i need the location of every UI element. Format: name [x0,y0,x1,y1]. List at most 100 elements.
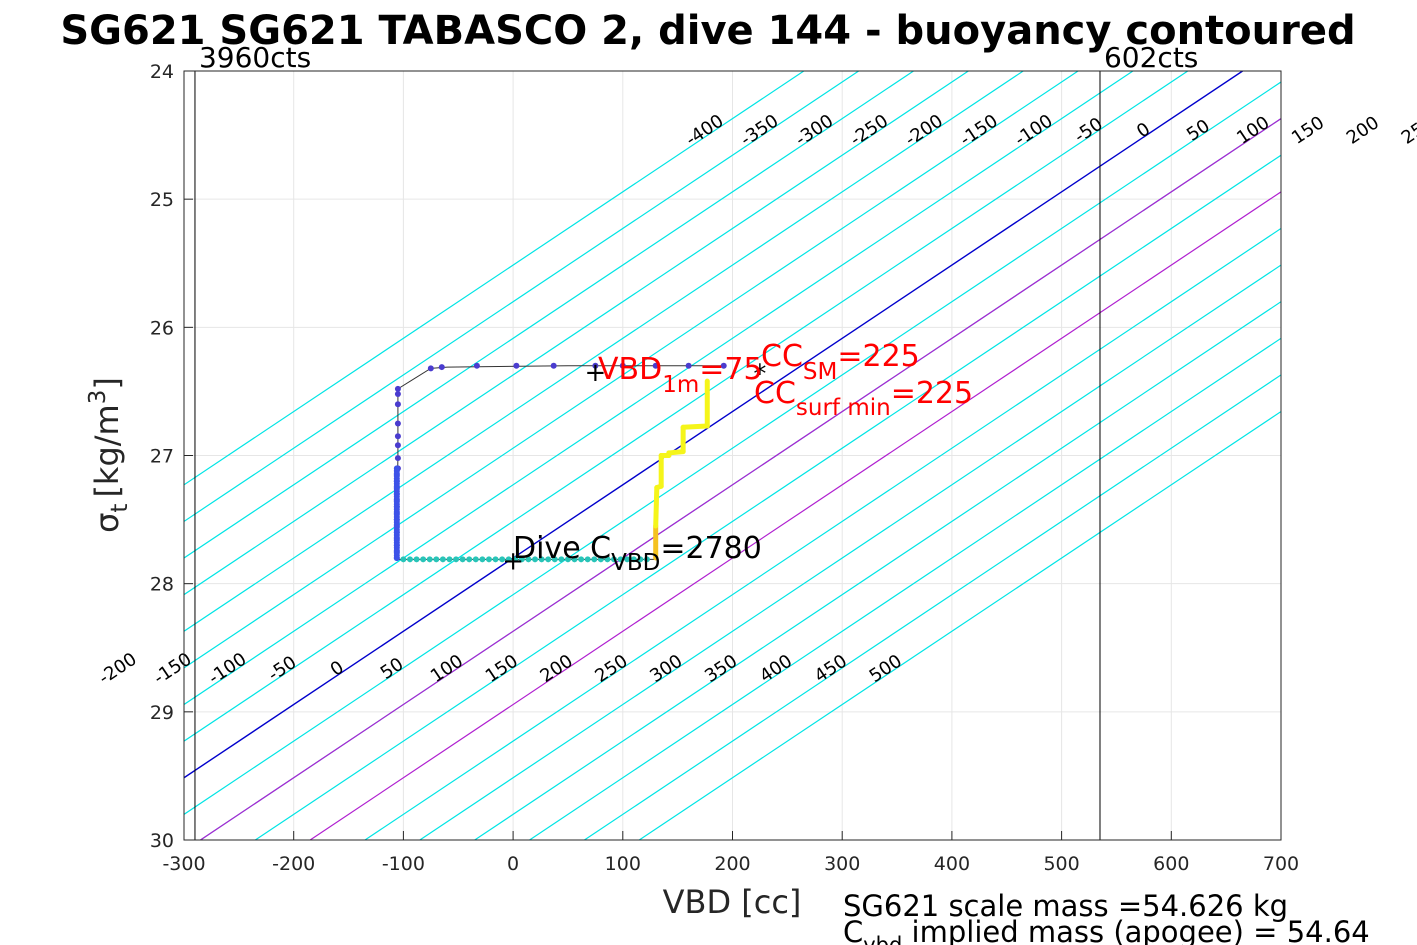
dive-point [479,556,486,563]
y-label-sub: t [107,504,133,513]
dive-point [427,365,434,372]
dive-point [591,556,598,563]
dive-point [473,362,480,369]
dive-point [637,556,644,563]
contour-line [364,227,1281,840]
dive-point [393,535,400,542]
vbd-1m-main: VBD [598,352,662,387]
dive-point [453,556,460,563]
dive-point [446,556,453,563]
marker: * [753,359,766,389]
contour-line [184,71,1189,742]
markers: + * + [502,358,766,576]
dive-point [394,420,401,427]
dive-point [393,529,400,536]
dive-point [592,362,599,369]
y-tick-label: 27 [150,446,174,468]
dive-point [550,362,557,369]
contour-line [184,71,969,596]
contour-line [474,300,1281,840]
dive-point [394,390,401,397]
dive-cvbd-sub: VBD [611,550,660,576]
dive-cvbd-annotation: Dive CVBD=2780 [513,531,762,576]
dive-point [604,556,611,563]
dive-cvbd-main: Dive C [513,531,611,566]
implied-mass-main: C [843,915,863,945]
x-tick-label: 300 [824,853,860,875]
x-tick-label: 700 [1263,853,1299,875]
climb-segment [653,485,660,529]
x-tick-label: 400 [934,853,970,875]
y-tick-label: 25 [150,189,174,211]
dive-point [558,556,565,563]
dive-point [439,556,446,563]
x-tick-label: -300 [162,853,205,875]
dive-point [518,556,525,563]
y-label-sigma: σ [88,513,126,533]
dive-point [406,556,413,563]
climb-segment [680,423,710,430]
dive-point [505,556,512,563]
dive-point [611,556,618,563]
dive-point [413,556,420,563]
dive-point [393,503,400,510]
contour-line [584,374,1281,840]
x-axis-label: VBD [cc] [663,883,802,921]
y-label-close: ] [88,377,126,389]
implied-mass-sub: vbd [863,933,902,945]
cc-sm-sub: SM [803,359,837,385]
dive-point [564,556,571,563]
dive-point [394,455,401,462]
contour-label-top: 150 [1288,112,1328,149]
dive-point [571,556,578,563]
dive-point [619,362,626,369]
vbd-1m-sub: 1m [662,372,699,398]
buoyancy-contours [184,71,1281,840]
cc-sm-value: =225 [837,339,919,374]
dive-point [400,556,407,563]
implied-mass-rest: implied mass (apogee) = 54.64 [902,915,1369,945]
dive-point [617,556,624,563]
y-label-unit: [kg/m [88,404,126,497]
contour-label-top: 250 [1398,112,1417,149]
vbd-1m-annotation: VBD1m=75 [598,352,763,398]
y-tick-label: 30 [150,830,174,852]
dive-point [545,556,552,563]
contour-line [184,71,914,559]
dive-point [643,556,650,563]
x-tick-label: -200 [272,853,315,875]
dive-point [538,556,545,563]
dive-point [630,556,637,563]
x-tick-label: 100 [605,853,641,875]
dive-point [393,497,400,504]
x-tick-label: 0 [507,853,519,875]
dive-point [394,433,401,440]
cc-surf-sub: surf min [796,395,891,421]
y-axis-label: σt [kg/m3] [85,377,133,533]
dive-point [578,556,585,563]
chart-title: SG621 SG621 TABASCO 2, dive 144 - buoyan… [60,8,1355,54]
vbd-limit-label: 3960cts [199,41,311,74]
y-tick-label: 24 [150,61,174,83]
dive-point [394,442,401,449]
x-tick-label: -100 [382,853,425,875]
dive-point [420,556,427,563]
contour-label-bottom: -200 [95,649,141,689]
dive-point [466,556,473,563]
dive-point [393,555,400,562]
contour-line [184,71,1024,632]
x-tick-label: 200 [714,853,750,875]
dive-point [512,556,519,563]
x-tick-label: 600 [1153,853,1189,875]
cc-sm-annotation: CCSM=225 [761,339,920,385]
contour-label-top: 200 [1343,112,1383,149]
dive-point [393,510,400,517]
vbd-limit-label: 602cts [1104,41,1198,74]
x-tick-label: 500 [1043,853,1079,875]
dive-point [525,556,532,563]
cc-sm-main: CC [761,339,803,374]
marker: + [584,358,606,388]
y-tick-label: 29 [150,702,174,724]
dive-point [685,362,692,369]
